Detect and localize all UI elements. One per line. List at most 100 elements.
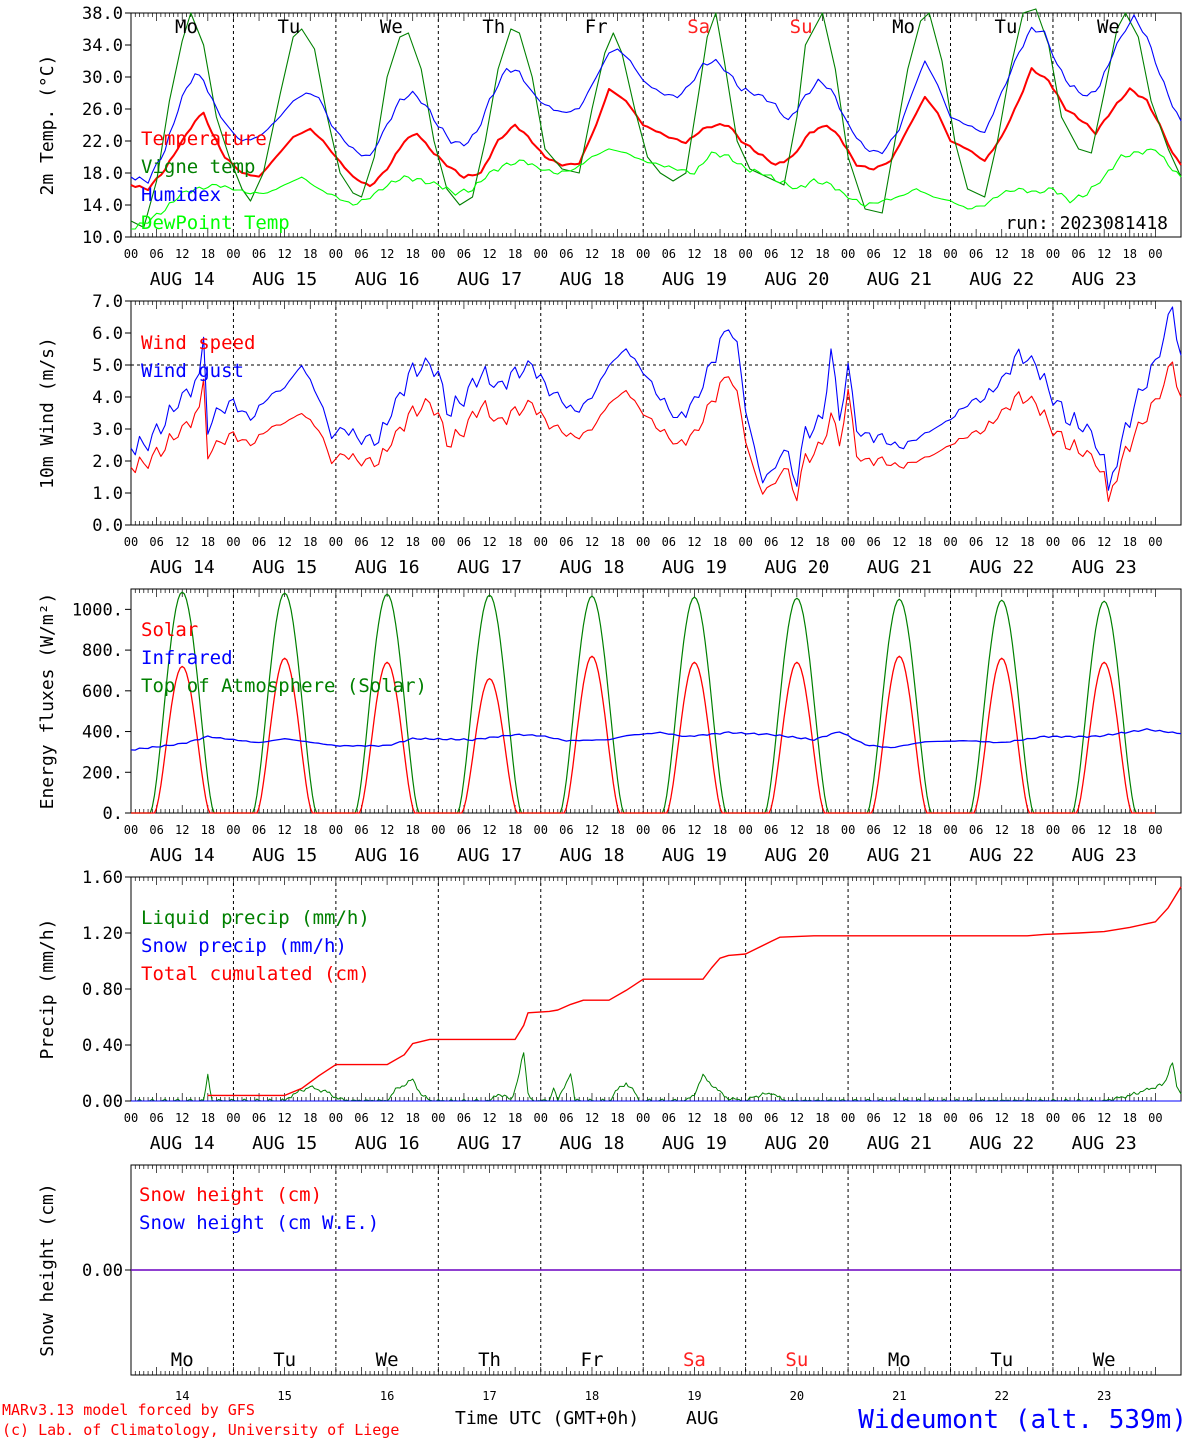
hour-label: 00 xyxy=(226,1111,240,1125)
hour-label: 12 xyxy=(277,247,291,261)
line-solar xyxy=(131,655,1155,814)
hour-label: 00 xyxy=(534,823,548,837)
y-tick-label: 7.0 xyxy=(92,292,123,312)
day-number: 16 xyxy=(380,1389,394,1403)
hour-label: 18 xyxy=(1020,535,1034,549)
date-label: AUG 17 xyxy=(457,269,522,290)
hour-label: 12 xyxy=(380,247,394,261)
panel-3-frame xyxy=(130,588,1182,814)
date-label: AUG 17 xyxy=(457,1133,522,1154)
month-label: AUG xyxy=(686,1408,719,1429)
hour-label: 00 xyxy=(226,823,240,837)
date-label: AUG 19 xyxy=(662,557,727,578)
hour-label: 06 xyxy=(866,247,880,261)
legend-total-cumulated-cm-: Total cumulated (cm) xyxy=(141,963,370,985)
date-label: AUG 21 xyxy=(867,269,932,290)
line-total-cumulated-cm- xyxy=(207,886,1182,1097)
date-label: AUG 18 xyxy=(559,557,624,578)
hour-label: 00 xyxy=(534,1111,548,1125)
hour-label: 00 xyxy=(943,1111,957,1125)
y-tick-label: 30.0 xyxy=(82,68,123,88)
date-label: AUG 17 xyxy=(457,557,522,578)
hour-label: 00 xyxy=(636,247,650,261)
hour-label: 00 xyxy=(738,535,752,549)
date-label: AUG 21 xyxy=(867,845,932,866)
y-tick-label: 14.0 xyxy=(82,196,123,216)
day-number: 23 xyxy=(1097,1389,1111,1403)
legend-humidex: Humidex xyxy=(141,184,221,206)
day-label-bottom: Tu xyxy=(273,1349,296,1371)
hour-label: 18 xyxy=(508,1111,522,1125)
hour-label: 18 xyxy=(1123,247,1137,261)
date-label: AUG 15 xyxy=(252,269,317,290)
legend-wind-speed: Wind speed xyxy=(141,332,255,354)
hour-label: 06 xyxy=(559,535,573,549)
y-tick-label: 5.0 xyxy=(92,356,123,376)
hour-label: 00 xyxy=(124,247,138,261)
hour-label: 12 xyxy=(687,1111,701,1125)
hour-label: 06 xyxy=(1071,247,1085,261)
hour-label: 06 xyxy=(149,1111,163,1125)
day-label-bottom: We xyxy=(376,1349,399,1371)
day-label-top: Mo xyxy=(175,16,198,38)
day-label-top: Fr xyxy=(585,16,608,38)
hour-label: 18 xyxy=(1020,1111,1034,1125)
y-tick-label: 26.0 xyxy=(82,100,123,120)
hour-label: 06 xyxy=(457,247,471,261)
y-tick-label: 1.60 xyxy=(82,868,123,888)
hour-label: 06 xyxy=(969,247,983,261)
hour-label: 06 xyxy=(559,1111,573,1125)
hour-label: 00 xyxy=(431,535,445,549)
date-label: AUG 14 xyxy=(150,1133,215,1154)
y-tick-label: 400. xyxy=(82,723,123,743)
hour-label: 00 xyxy=(1046,823,1060,837)
y-tick-label: 18.0 xyxy=(82,164,123,184)
hour-label: 18 xyxy=(815,247,829,261)
hour-label: 12 xyxy=(687,535,701,549)
hour-label: 18 xyxy=(918,247,932,261)
legend-vigne-temp: Vigne temp xyxy=(141,156,255,178)
hour-label: 12 xyxy=(482,247,496,261)
x-axis-title: Time UTC (GMT+0h) xyxy=(455,1408,639,1429)
hour-label: 06 xyxy=(559,823,573,837)
legend-solar: Solar xyxy=(141,619,198,641)
panel-border xyxy=(130,300,1182,526)
hour-label: 06 xyxy=(149,535,163,549)
hour-label: 06 xyxy=(866,1111,880,1125)
legend-snow-height-cm-: Snow height (cm) xyxy=(139,1184,322,1206)
legend-wind-gust: Wind gust xyxy=(141,360,244,382)
hour-label: 18 xyxy=(405,535,419,549)
date-label: AUG 23 xyxy=(1072,557,1137,578)
hour-label: 12 xyxy=(277,1111,291,1125)
hour-label: 00 xyxy=(431,823,445,837)
hour-label: 00 xyxy=(636,823,650,837)
date-label: AUG 23 xyxy=(1072,1133,1137,1154)
hour-label: 12 xyxy=(892,247,906,261)
date-label: AUG 16 xyxy=(355,557,420,578)
date-label: AUG 20 xyxy=(764,269,829,290)
hour-label: 06 xyxy=(662,823,676,837)
y-tick-label: 0.80 xyxy=(82,980,123,1000)
hour-label: 18 xyxy=(713,535,727,549)
hour-label: 18 xyxy=(610,247,624,261)
day-label-top: Mo xyxy=(892,16,915,38)
hour-label: 12 xyxy=(585,1111,599,1125)
hour-label: 00 xyxy=(329,247,343,261)
hour-label: 18 xyxy=(303,535,317,549)
hour-label: 00 xyxy=(738,1111,752,1125)
hour-label: 12 xyxy=(482,823,496,837)
hour-label: 12 xyxy=(1097,823,1111,837)
hour-label: 06 xyxy=(866,823,880,837)
hour-label: 18 xyxy=(303,823,317,837)
hour-label: 00 xyxy=(124,823,138,837)
hour-label: 00 xyxy=(1148,823,1162,837)
hour-label: 06 xyxy=(764,823,778,837)
date-label: AUG 16 xyxy=(355,845,420,866)
station-name: Wideumont (alt. 539m) xyxy=(858,1405,1187,1435)
panel-2-frame xyxy=(130,300,1182,526)
day-number: 19 xyxy=(687,1389,701,1403)
hour-label: 06 xyxy=(969,1111,983,1125)
y-tick-label: 6.0 xyxy=(92,324,123,344)
date-label: AUG 14 xyxy=(150,557,215,578)
